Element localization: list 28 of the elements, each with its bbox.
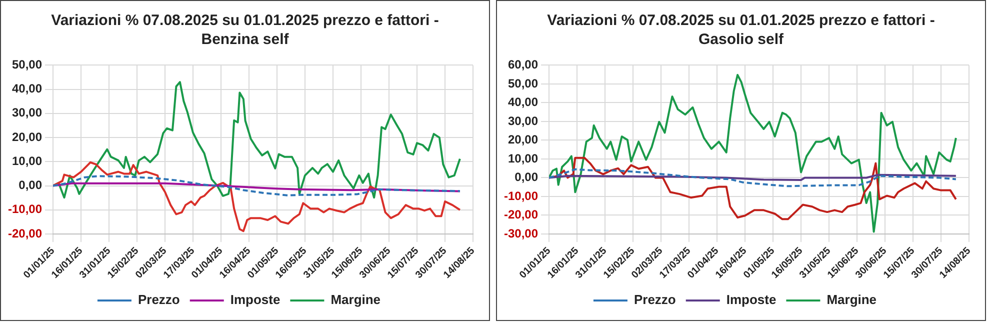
legend-label: Prezzo: [138, 292, 180, 308]
line-series: [549, 168, 957, 188]
legend-label: Imposte: [726, 292, 776, 308]
y-tick-label: 40,00: [12, 82, 42, 96]
y-tick-label: -10,00: [504, 188, 538, 203]
chart-title: Variazioni % 07.08.2025 su 01.01.2025 prezzo e fattori - Gasolio self: [546, 11, 936, 50]
y-tick-label: -10,00: [8, 202, 42, 216]
legend-label: Margine: [330, 292, 381, 308]
y-tick-label: 20,00: [508, 132, 538, 147]
chart-title: Variazioni % 07.08.2025 su 01.01.2025 prezzo e fattori - Benzina self: [50, 11, 440, 50]
legend-label: Prezzo: [634, 292, 676, 308]
legend-label: Imposte: [230, 292, 280, 308]
y-tick-label: 0,00: [514, 170, 538, 184]
y-tick-label: 40,00: [508, 95, 538, 110]
y-tick-label: 20,00: [12, 130, 42, 144]
y-tick-label: 30,00: [12, 106, 42, 120]
y-tick-label: 50,00: [12, 58, 42, 72]
y-tick-label: 0,00: [18, 178, 42, 192]
legend-label: Margine: [826, 292, 877, 308]
y-tick-label: -20,00: [504, 208, 538, 222]
y-tick-label: 50,00: [508, 76, 538, 90]
y-tick-label: -30,00: [504, 226, 538, 240]
line-series: [53, 175, 461, 196]
y-tick-label: 60,00: [508, 58, 538, 72]
y-tick-label: -20,00: [8, 226, 42, 240]
y-tick-label: 10,00: [508, 151, 538, 166]
y-tick-label: 30,00: [508, 114, 538, 128]
y-tick-label: 10,00: [12, 154, 42, 168]
